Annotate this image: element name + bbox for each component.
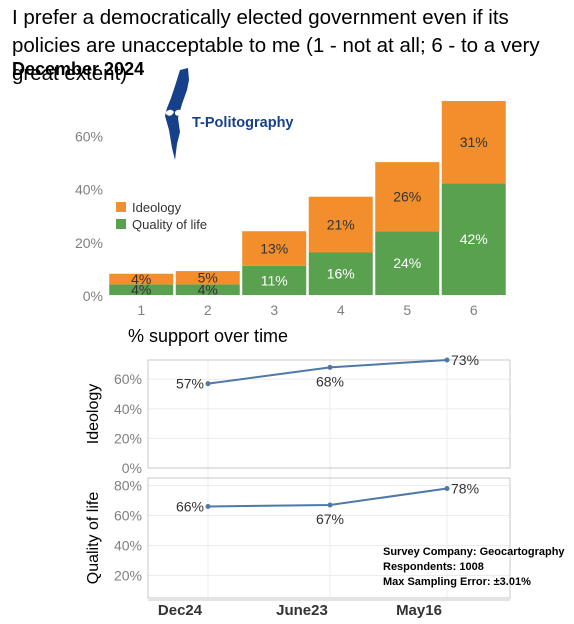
x-tick-label: 6 xyxy=(470,302,478,318)
y-tick-label: 80% xyxy=(114,478,142,494)
y-tick-label: 20% xyxy=(114,430,142,446)
panel-frame xyxy=(147,359,511,469)
x-tick-label: 5 xyxy=(403,302,411,318)
x-tick-label: Dec24 xyxy=(158,602,203,619)
survey-respondents: Respondents: 1008 xyxy=(383,561,484,573)
bar-ideology xyxy=(242,231,307,266)
x-tick-label: 4 xyxy=(337,302,345,318)
bar-quality-of-life xyxy=(109,284,174,295)
data-point xyxy=(327,502,333,508)
x-tick-label: 1 xyxy=(137,302,145,318)
bar-label-ideology: 31% xyxy=(460,134,488,150)
x-tick-label: 3 xyxy=(270,302,278,318)
data-point xyxy=(444,486,450,491)
data-label: 67% xyxy=(316,511,344,527)
y-tick-label: 60% xyxy=(114,508,142,524)
bar-ideology xyxy=(175,271,240,285)
stacked-bar-chart: 0%20%40%60%4%4%14%5%211%13%316%21%424%26… xyxy=(75,101,506,318)
bar-quality-of-life xyxy=(242,265,307,295)
x-tick-label: June23 xyxy=(276,602,328,619)
bar-quality-of-life xyxy=(308,252,373,295)
bar-quality-of-life xyxy=(175,284,240,295)
y-tick-label: 20% xyxy=(75,235,103,251)
bar-label-quality-of-life: 42% xyxy=(460,231,488,247)
chart-title: I prefer a democratically elected govern… xyxy=(12,6,540,85)
bar-label-quality-of-life: 24% xyxy=(393,255,421,271)
bar-ideology xyxy=(308,196,373,253)
bar-label-ideology: 26% xyxy=(393,189,421,205)
chart-subtitle: December 2024 xyxy=(12,59,145,79)
y-tick-label: 0% xyxy=(122,460,142,476)
legend-label: Quality of life xyxy=(132,217,207,232)
survey-company: Survey Company: Geocartography xyxy=(383,546,565,558)
panel-frame xyxy=(147,477,511,599)
logo-text: T-Politography xyxy=(192,115,294,131)
panel-label: Ideology xyxy=(85,384,102,445)
legend-swatch xyxy=(116,219,126,229)
panel-label: Quality of life xyxy=(85,492,102,585)
bar-label-quality-of-life: 11% xyxy=(261,272,288,288)
line-chart-title: % support over time xyxy=(128,326,289,346)
bar-label-quality-of-life: 16% xyxy=(327,266,355,282)
data-label: 66% xyxy=(176,499,204,515)
bar-label-ideology: 13% xyxy=(260,240,288,256)
x-tick-label: May16 xyxy=(396,602,442,619)
bar-label-ideology: 21% xyxy=(327,217,355,233)
bar-ideology xyxy=(109,273,174,285)
y-tick-label: 40% xyxy=(114,538,142,554)
data-label: 78% xyxy=(451,481,479,497)
x-tick-label: 2 xyxy=(204,302,212,318)
data-point xyxy=(205,504,211,509)
y-tick-label: 40% xyxy=(114,401,142,417)
bar-ideology xyxy=(441,101,506,184)
israel-map-logo-icon xyxy=(165,68,189,160)
bar-quality-of-life xyxy=(441,183,506,295)
y-tick-label: 60% xyxy=(75,129,103,145)
series-line xyxy=(207,487,448,508)
y-tick-label: 40% xyxy=(75,182,103,198)
y-tick-label: 60% xyxy=(114,371,142,387)
bar-label-ideology: 4% xyxy=(131,271,151,287)
data-label: 73% xyxy=(451,352,479,368)
y-tick-label: 0% xyxy=(83,288,103,304)
data-label: 68% xyxy=(316,373,344,389)
bar-quality-of-life xyxy=(375,231,440,295)
bar-label-quality-of-life: 4% xyxy=(198,282,218,298)
legend-label: Ideology xyxy=(132,200,182,215)
data-point xyxy=(444,357,450,363)
bar-label-ideology: 5% xyxy=(198,270,218,286)
data-point xyxy=(327,364,333,370)
survey-info: Survey Company: Geocartography Responden… xyxy=(383,545,565,590)
bar-ideology xyxy=(375,162,440,232)
legend-swatch xyxy=(116,202,126,212)
y-tick-label: 20% xyxy=(114,568,142,584)
bar-label-quality-of-life: 4% xyxy=(131,282,151,298)
line-chart: 0% 20% 40% 60% Ideology 57% 68% 73% 20% 40% 60% 80%… xyxy=(85,352,511,619)
data-label: 57% xyxy=(176,376,204,392)
data-point xyxy=(205,381,211,387)
survey-error: Max Sampling Error: ±3.01% xyxy=(383,576,531,588)
